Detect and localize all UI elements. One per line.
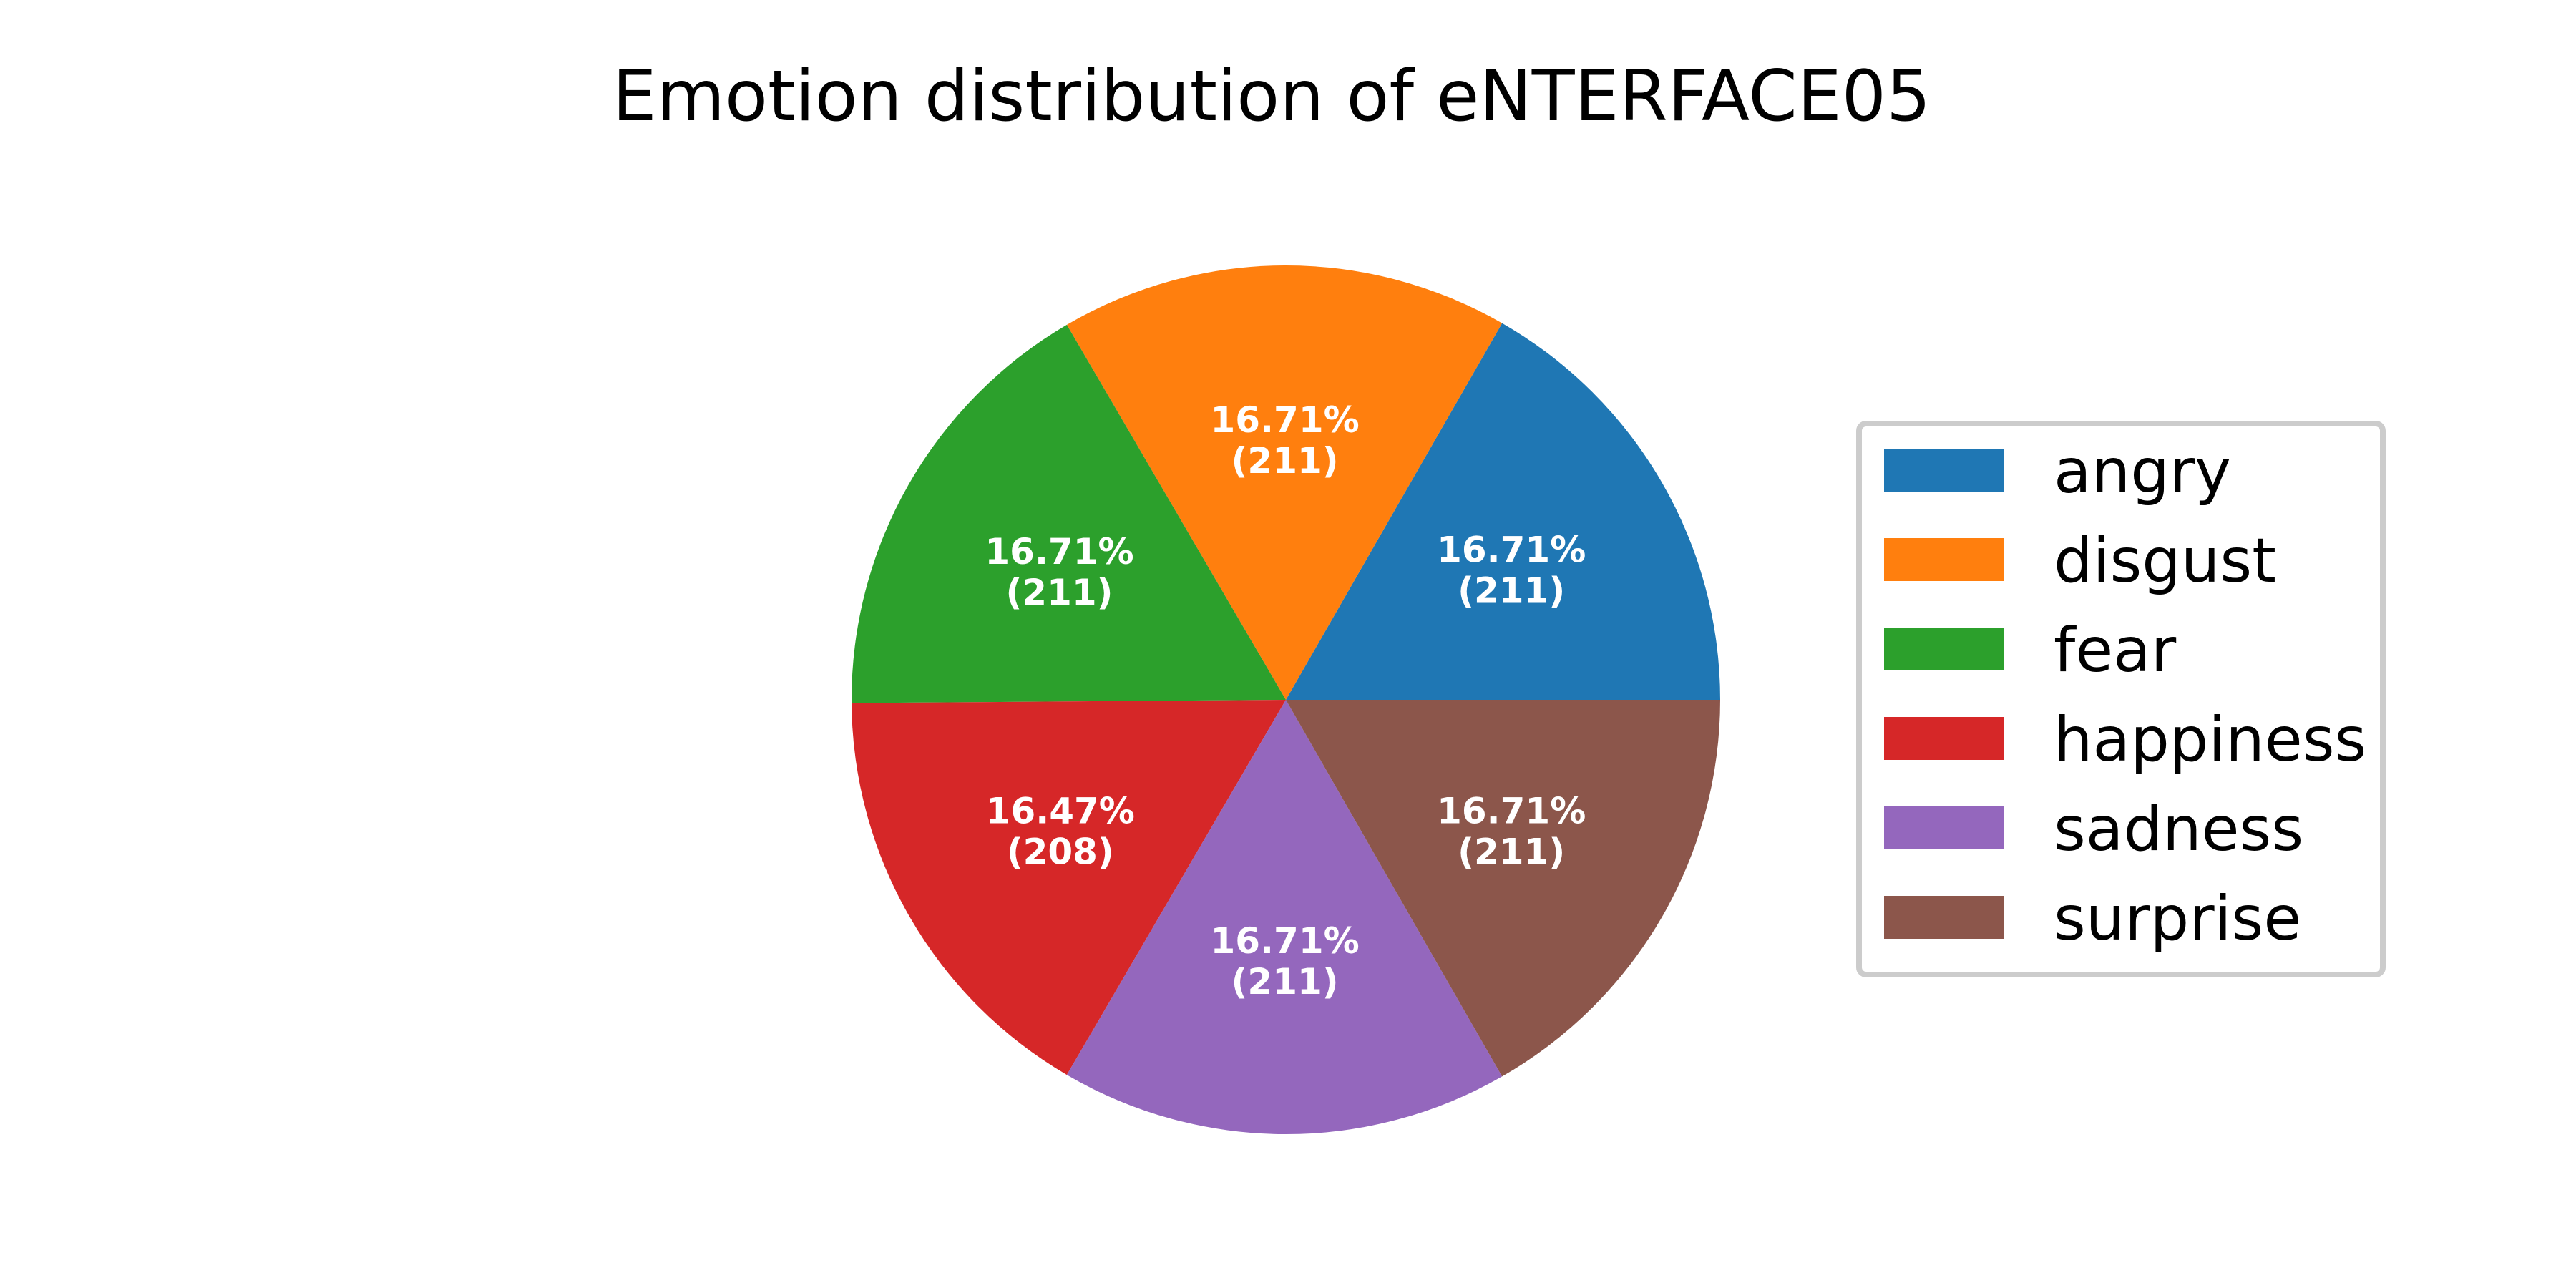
legend-swatch-surprise	[1884, 896, 2004, 939]
slice-percent-label-surprise: 16.71%	[1437, 791, 1586, 832]
slice-percent-label-happiness: 16.47%	[986, 791, 1135, 832]
slice-percent-label-angry: 16.71%	[1437, 530, 1586, 571]
slice-count-label-fear: (211)	[1005, 572, 1113, 613]
pie-slice-labels: 16.71%(211)16.71%(211)16.71%(211)16.47%(…	[985, 399, 1586, 1002]
legend-swatch-happiness	[1884, 717, 2004, 760]
legend-swatch-disgust	[1884, 538, 2004, 581]
pie-slice-happiness	[852, 700, 1286, 1075]
slice-count-label-disgust: (211)	[1231, 440, 1339, 482]
legend-swatch-angry	[1884, 449, 2004, 492]
pie-slice-fear	[852, 324, 1286, 703]
chart-legend: angry disgust fear happiness sadness surprise	[1856, 421, 2386, 977]
legend-swatch-fear	[1884, 628, 2004, 670]
legend-label-disgust: disgust	[2054, 525, 2276, 597]
legend-label-surprise: surprise	[2054, 883, 2301, 955]
pie-slice-surprise	[1286, 700, 1720, 1077]
slice-count-label-happiness: (208)	[1007, 831, 1114, 873]
slice-percent-label-sadness: 16.71%	[1210, 920, 1359, 962]
slice-count-label-sadness: (211)	[1231, 961, 1339, 1002]
pie-slice-angry	[1286, 323, 1720, 700]
legend-label-fear: fear	[2054, 615, 2177, 686]
slice-percent-label-disgust: 16.71%	[1210, 399, 1359, 441]
chart-title: Emotion distribution of eNTERFACE05	[613, 56, 1931, 137]
pie-slice-sadness	[1066, 700, 1503, 1134]
legend-label-angry: angry	[2054, 436, 2231, 507]
legend-label-happiness: happiness	[2054, 704, 2366, 776]
slice-count-label-angry: (211)	[1458, 570, 1565, 612]
slice-count-label-surprise: (211)	[1458, 831, 1565, 873]
slice-percent-label-fear: 16.71%	[985, 531, 1133, 572]
legend-label-sadness: sadness	[2054, 794, 2303, 865]
legend-swatch-sadness	[1884, 806, 2004, 849]
pie-slices	[852, 265, 1720, 1134]
pie-slice-disgust	[1066, 265, 1503, 700]
